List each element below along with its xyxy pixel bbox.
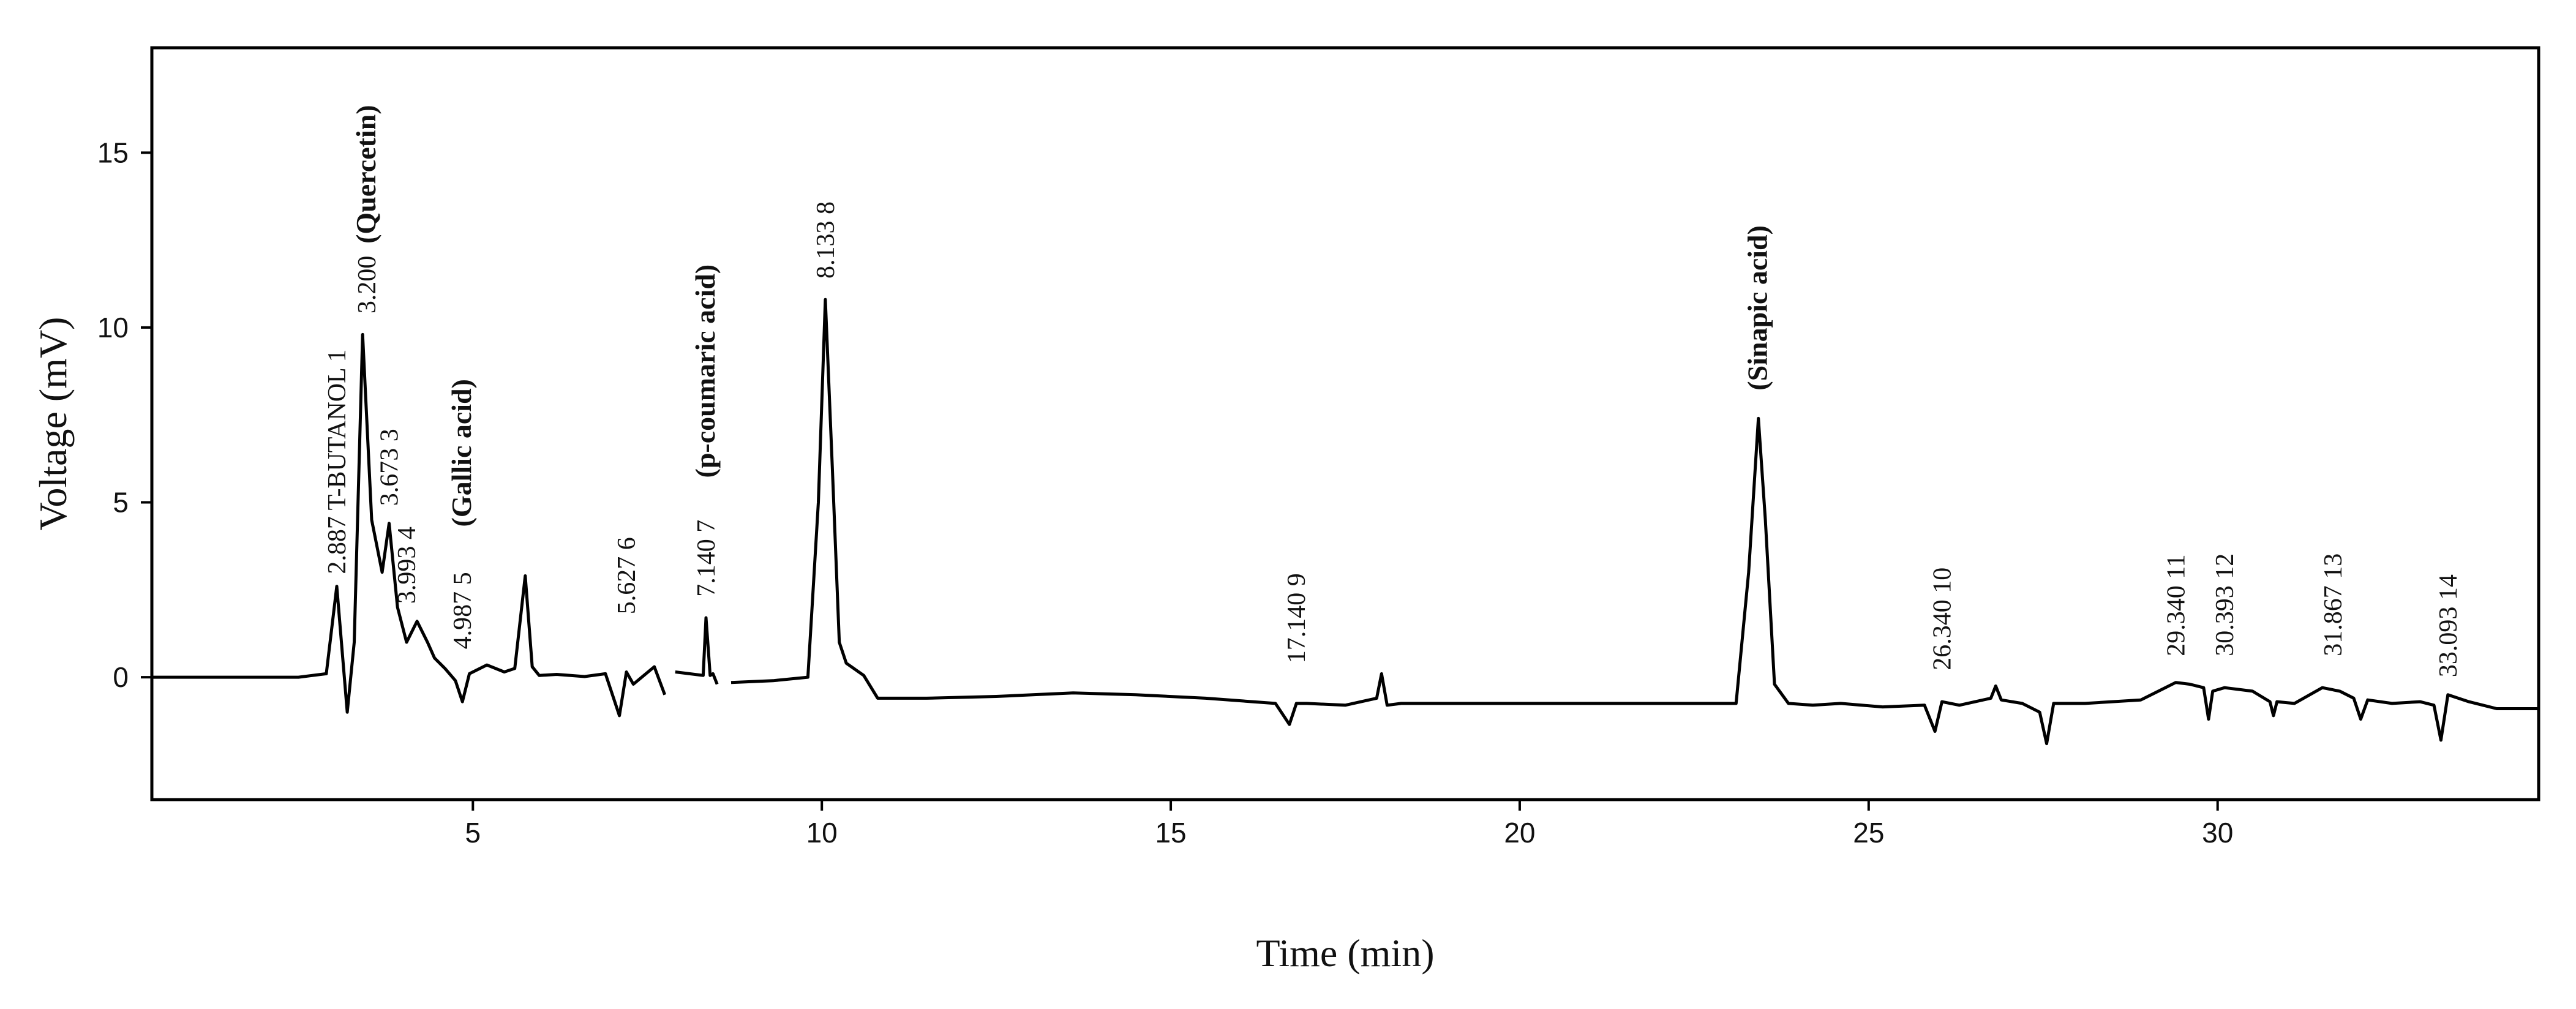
peak-label: 31.867 13 (2319, 553, 2348, 656)
y-axis-ticks: 0 5 10 15 (97, 137, 152, 693)
y-tick-label: 10 (97, 312, 129, 343)
y-axis-title: Voltage (mV) (31, 317, 75, 531)
peak-label: 29.340 11 (2162, 554, 2190, 656)
compound-label: (Quercetin) (350, 105, 381, 244)
compound-label: (Gallic acid) (446, 379, 477, 527)
peak-label: 30.393 12 (2211, 553, 2239, 656)
peak-label: 3.993 4 (393, 527, 421, 604)
y-tick-label: 0 (113, 661, 129, 693)
trace-segment (152, 332, 667, 718)
trace-segment (730, 298, 2539, 746)
peak-label: 8.133 8 (812, 201, 840, 279)
peak-label: 2.887 T-BUTANOL 1 (323, 349, 351, 574)
peak-label: 4.987 5 (449, 572, 477, 649)
peak-label: 3.200 (353, 256, 381, 314)
x-tick-label: 20 (1504, 817, 1535, 849)
y-tick-label: 15 (97, 137, 129, 168)
x-tick-label: 10 (806, 817, 838, 849)
x-axis-title: Time (min) (1256, 931, 1435, 975)
x-axis-ticks: 5 10 15 20 25 30 (465, 800, 2233, 849)
plot-frame (150, 46, 2540, 801)
peak-label: 33.093 14 (2435, 574, 2463, 677)
chromatogram-trace (152, 298, 2539, 746)
x-tick-label: 30 (2202, 817, 2233, 849)
peak-label: 3.673 3 (376, 429, 404, 506)
y-tick-label: 5 (113, 487, 129, 519)
x-tick-label: 15 (1155, 817, 1186, 849)
peak-label: 5.627 6 (613, 537, 641, 614)
peak-annotations: 2.887 T-BUTANOL 1 3.200 (Quercetin) 3.673 3… (323, 105, 2463, 677)
x-tick-label: 5 (465, 817, 481, 849)
peak-label: 26.340 10 (1929, 568, 1957, 670)
compound-label: (p-coumaric acid) (689, 264, 721, 478)
peak-label: 17.140 9 (1283, 573, 1311, 663)
compound-label: (Sinapic acid) (1742, 225, 1773, 391)
x-tick-label: 25 (1853, 817, 1884, 849)
trace-segment (675, 616, 719, 685)
peak-label: 7.140 7 (693, 520, 721, 597)
